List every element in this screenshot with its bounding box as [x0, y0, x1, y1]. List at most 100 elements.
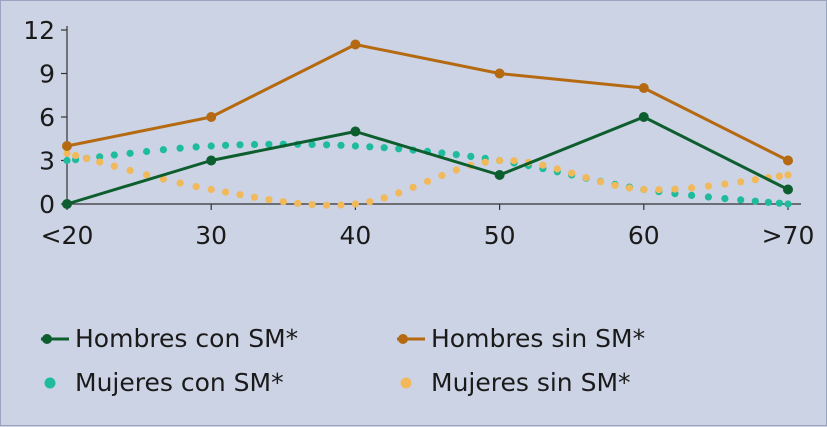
series-mujeres-sin-sm-dot — [721, 180, 729, 188]
legend-label: Hombres con SM* — [75, 324, 298, 353]
legend-label: Hombres sin SM* — [431, 324, 645, 353]
series-mujeres-con-sm-dot — [250, 140, 259, 149]
series-hombres-sin-sm-point — [783, 155, 793, 166]
series-mujeres-con-sm-dot — [176, 144, 184, 152]
series-mujeres-con-sm-dot — [265, 140, 273, 148]
series-mujeres-con-sm-dot — [784, 200, 792, 208]
series-hombres-sin-sm — [62, 39, 793, 166]
series-mujeres-con-sm-dot — [366, 143, 374, 151]
series-mujeres-sin-sm-dot — [582, 174, 590, 182]
series-mujeres-con-sm-dot — [323, 141, 331, 149]
series-mujeres-sin-sm-dot — [308, 201, 316, 209]
series-mujeres-sin-sm-dot — [72, 151, 80, 160]
series-mujeres-con-sm-dot — [737, 196, 745, 204]
series-hombres-con-sm-point — [638, 112, 649, 122]
series-mujeres-con-sm-dot — [452, 151, 460, 159]
series-mujeres-con-sm-dot — [96, 153, 104, 161]
y-tick-label: 6 — [39, 103, 55, 132]
y-tick-label: 9 — [39, 60, 55, 89]
series-mujeres-con-sm — [63, 140, 792, 208]
series-mujeres-con-sm-dot — [337, 141, 345, 149]
series-mujeres-con-sm-dot — [63, 156, 71, 165]
series-mujeres-con-sm-dot — [236, 141, 244, 149]
series-hombres-con-sm-point — [783, 184, 793, 195]
series-mujeres-sin-sm-dot — [452, 166, 460, 174]
series-mujeres-sin-sm-dot — [380, 194, 388, 202]
series-mujeres-sin-sm-dot — [96, 158, 104, 166]
series-hombres-sin-sm-point — [350, 39, 361, 50]
series-hombres-sin-sm-point — [206, 112, 217, 122]
series-mujeres-sin-sm-dot — [655, 186, 663, 194]
series-mujeres-con-sm-dot — [764, 198, 773, 206]
series-mujeres-sin-sm-dot — [126, 166, 134, 175]
series-mujeres-sin-sm-dot — [640, 185, 648, 194]
series-mujeres-con-sm-dot — [351, 142, 359, 150]
series-mujeres-sin-sm-dot — [625, 184, 634, 192]
series-mujeres-con-sm-dot — [126, 149, 134, 157]
x-tick-label: 50 — [484, 221, 516, 250]
series-hombres-con-sm-point — [62, 199, 72, 209]
legend: Hombres con SM* Hombres sin SM* Mujeres co… — [41, 324, 645, 397]
series-mujeres-sin-sm-dot — [751, 176, 759, 184]
series-mujeres-con-sm-dot — [143, 147, 151, 156]
legend-item-mujeres-sin-sm: Mujeres sin SM* — [400, 368, 631, 397]
series-hombres-con-sm-point — [494, 170, 505, 180]
series-mujeres-sin-sm-dot — [423, 177, 432, 185]
series-mujeres-con-sm-dot — [467, 152, 475, 160]
series-mujeres-sin-sm-dot — [83, 154, 91, 163]
series-mujeres-sin-sm-dot — [110, 162, 118, 170]
series-mujeres-sin-sm-dot — [671, 185, 679, 193]
y-tick-labels: 0 3 6 9 12 — [23, 16, 67, 219]
series-mujeres-sin-sm-dot — [553, 165, 561, 173]
y-tick-label: 0 — [39, 190, 55, 219]
legend-marker — [42, 334, 52, 344]
legend-item-mujeres-con-sm: Mujeres con SM* — [44, 368, 284, 397]
series-mujeres-sin-sm-dot — [207, 185, 215, 194]
series-hombres-sin-sm-point — [638, 83, 649, 93]
x-tick-labels: <20 30 40 50 60 >70 — [41, 204, 814, 250]
series-mujeres-sin-sm-dot — [222, 188, 230, 196]
series-hombres-sin-sm-point — [62, 141, 72, 151]
series-mujeres-sin-sm-dot — [539, 161, 547, 169]
series-mujeres-sin-sm-dot — [323, 201, 331, 209]
series-mujeres-sin-sm-dot — [688, 184, 696, 192]
series-mujeres-sin-sm-dot — [775, 172, 784, 180]
series-mujeres-con-sm-dot — [438, 149, 446, 157]
series-mujeres-sin-sm-dot — [510, 157, 518, 165]
series-mujeres-sin-sm-dot — [176, 179, 184, 187]
series-mujeres-con-sm-dot — [380, 144, 388, 152]
series-hombres-con-sm — [62, 112, 793, 209]
series-mujeres-con-sm-dot — [704, 193, 713, 201]
legend-item-hombres-con-sm: Hombres con SM* — [41, 324, 298, 353]
series-mujeres-sin-sm-dot — [159, 175, 167, 183]
series-mujeres-sin-sm-dot — [143, 171, 151, 179]
series-hombres-sin-sm-point — [494, 68, 505, 79]
series-mujeres-sin-sm-dot — [63, 149, 71, 157]
series-mujeres-sin-sm-dot — [366, 198, 374, 206]
series-mujeres-sin-sm-dot — [337, 201, 345, 209]
series-hombres-sin-sm-line — [66, 43, 789, 162]
series-mujeres-sin-sm-dot — [737, 178, 745, 186]
legend-label: Mujeres con SM* — [75, 368, 284, 397]
series-mujeres-sin-sm-dot — [192, 183, 200, 191]
y-tick-label: 12 — [23, 16, 55, 45]
series-mujeres-sin-sm-dot — [596, 178, 605, 186]
series-mujeres-con-sm-dot — [159, 146, 167, 154]
series-mujeres-sin-sm-dot — [784, 171, 792, 179]
series-mujeres-sin-sm — [63, 149, 792, 209]
series-mujeres-con-sm-dot — [395, 145, 403, 153]
series-mujeres-sin-sm-dot — [236, 191, 244, 199]
series-mujeres-sin-sm-dot — [294, 199, 302, 207]
series-mujeres-sin-sm-dot — [481, 158, 489, 166]
series-mujeres-con-sm-dot — [721, 195, 729, 203]
series-mujeres-con-sm-dot — [308, 140, 316, 149]
x-tick-label: <20 — [41, 221, 94, 250]
series-mujeres-con-sm-dot — [775, 199, 784, 207]
legend-marker — [400, 377, 412, 389]
x-tick-label: 60 — [628, 221, 660, 250]
series-mujeres-con-sm-dot — [207, 142, 215, 150]
series-mujeres-sin-sm-dot — [611, 181, 619, 189]
series-mujeres-sin-sm-dot — [265, 196, 273, 204]
legend-marker — [398, 334, 408, 344]
